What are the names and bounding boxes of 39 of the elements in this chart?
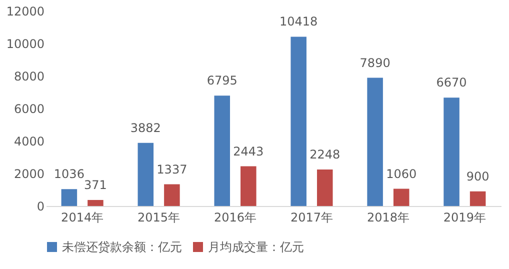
data-label: 3882 [130,120,161,135]
data-label: 1337 [156,162,188,176]
y-tick-label: 4000 [14,134,44,148]
bar [367,78,383,206]
x-tick-label: 2019年 [443,210,486,224]
y-tick-label: 10000 [6,37,44,51]
bar [138,142,154,206]
bar [164,184,180,206]
y-tick-label: 2000 [14,167,44,181]
x-tick-label: 2014年 [61,210,104,224]
y-tick-label: 12000 [6,4,44,18]
data-label: 7890 [360,56,390,70]
x-tick-label: 2018年 [366,210,410,224]
bar [470,191,486,206]
x-tick-label: 2017年 [290,210,334,224]
x-tick-label: 2015年 [138,210,180,224]
legend-label: 月均成交量：亿元 [208,240,304,254]
bar [316,169,333,206]
data-label: 2443 [233,144,264,158]
y-tick-label: 0 [36,200,44,214]
bar [240,166,256,206]
data-label: 371 [84,178,107,192]
legend-label: 未偿还贷款余额：亿元 [62,240,182,254]
data-label: 900 [466,169,490,184]
bar [88,200,104,206]
bar [444,98,460,206]
bar [393,188,410,206]
bar [290,36,306,206]
data-label: 1060 [386,166,417,181]
bar [214,96,230,206]
data-label: 2248 [310,147,340,162]
data-label: 6670 [436,76,467,90]
y-tick-label: 6000 [14,102,44,116]
y-tick-label: 8000 [14,70,44,84]
x-tick-label: 2016年 [214,210,257,224]
data-label: 1036 [54,167,84,182]
data-label: 10418 [280,14,318,29]
bar [61,189,78,206]
data-label: 6795 [206,74,238,88]
